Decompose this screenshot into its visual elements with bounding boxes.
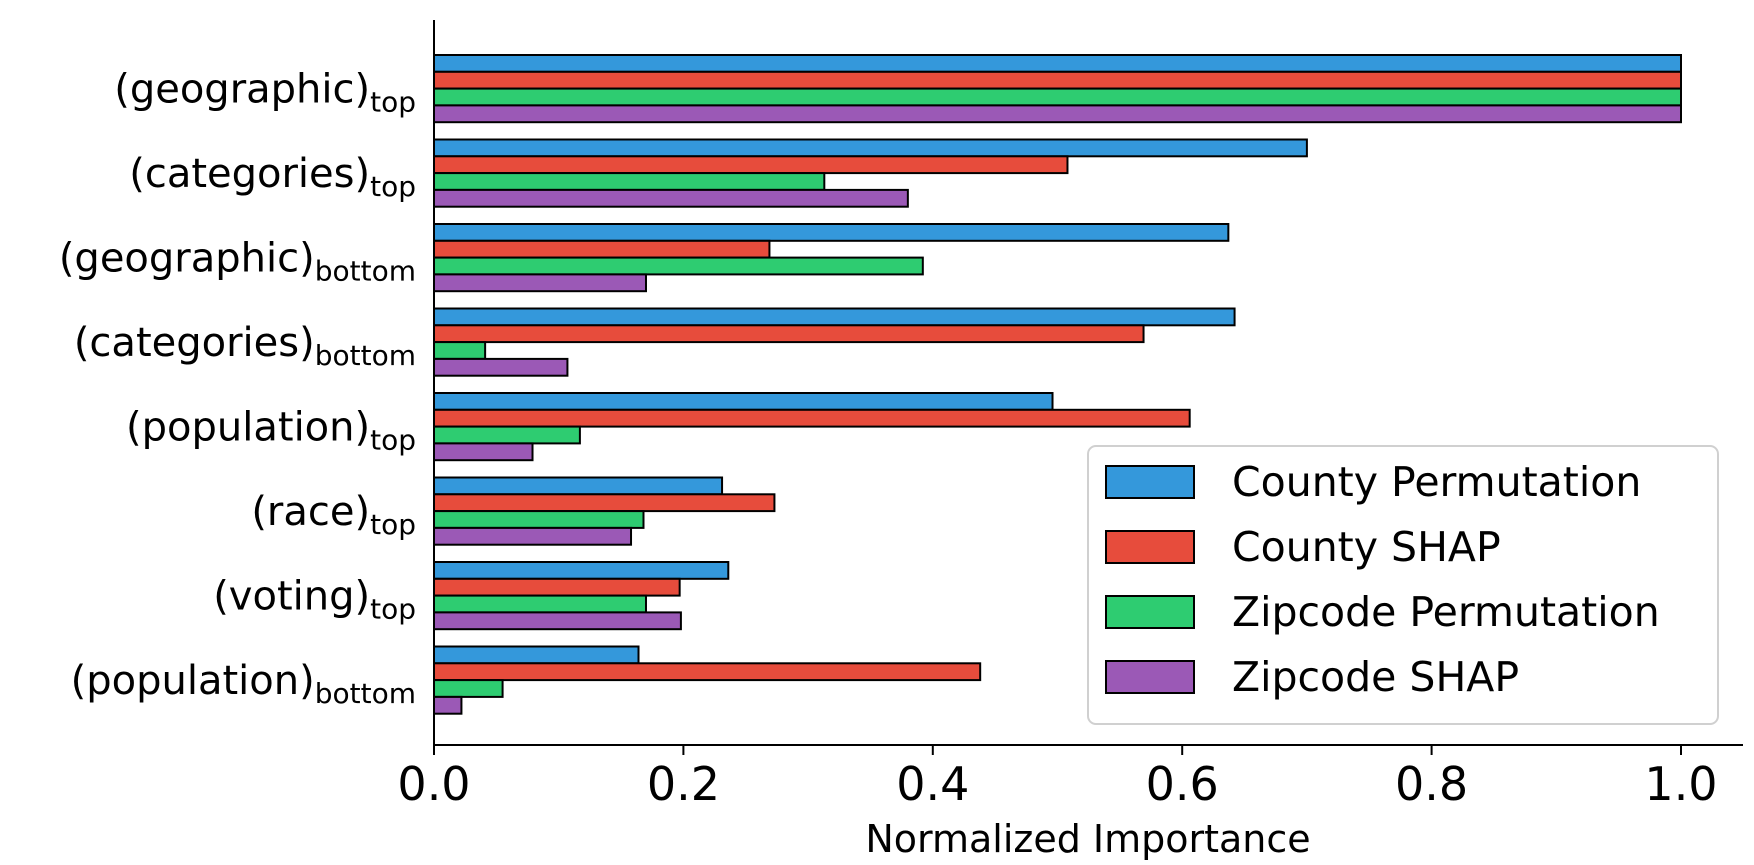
- legend-swatch-zipcode-permutation: [1105, 595, 1195, 629]
- legend: County Permutation County SHAP Zipcode Per…: [1087, 445, 1719, 725]
- legend-label: Zipcode SHAP: [1232, 653, 1519, 701]
- category-label-subscript: bottom: [315, 339, 416, 372]
- legend-swatch-county-shap: [1105, 530, 1195, 564]
- bar-county-permutation-8: [433, 645, 640, 665]
- bar-zipcode-shap-2: [433, 188, 909, 208]
- bar-zipcode-shap-1: [433, 104, 1682, 124]
- bar-zipcode-permutation-8: [433, 679, 504, 698]
- bar-county-permutation-7: [433, 561, 730, 580]
- category-label: (population)top: [126, 405, 416, 457]
- bar-county-shap-4: [433, 324, 1145, 344]
- category-label-base: (categories): [129, 151, 370, 197]
- legend-label: County SHAP: [1232, 523, 1501, 571]
- category-label-subscript: top: [370, 424, 416, 457]
- bar-zipcode-permutation-7: [433, 594, 647, 614]
- bar-county-shap-7: [433, 577, 681, 597]
- bar-zipcode-shap-5: [433, 442, 534, 462]
- category-label: (voting)top: [213, 574, 416, 626]
- x-tick-label: 0.8: [1395, 757, 1468, 811]
- legend-swatch-zipcode-shap: [1105, 660, 1195, 694]
- category-label-base: (population): [71, 658, 315, 704]
- category-label: (categories)top: [129, 151, 416, 203]
- bar-zipcode-permutation-3: [433, 256, 924, 276]
- x-tick-label: 0.6: [1146, 757, 1219, 811]
- category-label-base: (geographic): [114, 67, 370, 113]
- legend-label: County Permutation: [1232, 458, 1641, 506]
- category-label-subscript: top: [370, 508, 416, 541]
- bar-county-permutation-5: [433, 392, 1054, 411]
- category-label-subscript: bottom: [315, 677, 416, 710]
- category-label-base: (geographic): [59, 236, 315, 282]
- bar-county-shap-5: [433, 408, 1191, 428]
- bar-zipcode-shap-7: [433, 611, 682, 631]
- bar-zipcode-shap-4: [433, 357, 569, 377]
- bar-zipcode-permutation-5: [433, 425, 581, 445]
- bar-zipcode-permutation-1: [433, 87, 1682, 107]
- category-label-base: (race): [251, 489, 370, 535]
- category-label: (race)top: [251, 489, 416, 541]
- category-label: (geographic)bottom: [59, 236, 416, 288]
- axes-layer: [433, 20, 1743, 746]
- category-label-subscript: top: [370, 170, 416, 203]
- bar-zipcode-permutation-2: [433, 172, 826, 191]
- legend-frame: [1087, 445, 1719, 725]
- x-tick-label: 0.2: [647, 757, 720, 811]
- category-label: (categories)bottom: [74, 320, 416, 372]
- x-axis-title: Normalized Importance: [865, 817, 1310, 861]
- bar-county-shap-8: [433, 662, 982, 682]
- bar-zipcode-permutation-4: [433, 341, 487, 360]
- category-label: (geographic)top: [114, 67, 416, 119]
- category-label: (population)bottom: [71, 658, 416, 710]
- bar-county-permutation-1: [433, 54, 1682, 73]
- bar-county-shap-6: [433, 493, 776, 513]
- bar-county-shap-1: [433, 70, 1682, 90]
- category-label-subscript: bottom: [315, 255, 416, 288]
- bar-county-permutation-2: [433, 138, 1308, 158]
- bar-county-permutation-4: [433, 307, 1236, 327]
- x-tick-label: 0.0: [397, 757, 470, 811]
- x-tick-label: 0.4: [896, 757, 969, 811]
- legend-swatch-county-permutation: [1105, 465, 1195, 499]
- bar-zipcode-shap-8: [433, 695, 463, 715]
- category-label-base: (voting): [213, 574, 370, 620]
- category-label-subscript: top: [370, 593, 416, 626]
- bar-zipcode-permutation-6: [433, 510, 645, 529]
- category-label-subscript: top: [370, 86, 416, 119]
- legend-label: Zipcode Permutation: [1232, 588, 1660, 636]
- bar-county-shap-2: [433, 155, 1069, 175]
- category-label-base: (population): [126, 405, 370, 451]
- bar-zipcode-shap-3: [433, 273, 647, 293]
- x-ticks: 0.0 0.2 0.4 0.6 0.8 1.0: [397, 745, 1718, 811]
- bar-zipcode-shap-6: [433, 526, 633, 546]
- bar-county-permutation-6: [433, 476, 724, 496]
- y-category-labels: (geographic)top(categories)top(geographi…: [59, 67, 416, 710]
- bar-county-permutation-3: [433, 223, 1230, 242]
- category-label-base: (categories): [74, 320, 315, 366]
- bar-county-shap-3: [433, 239, 771, 259]
- x-tick-label: 1.0: [1644, 757, 1717, 811]
